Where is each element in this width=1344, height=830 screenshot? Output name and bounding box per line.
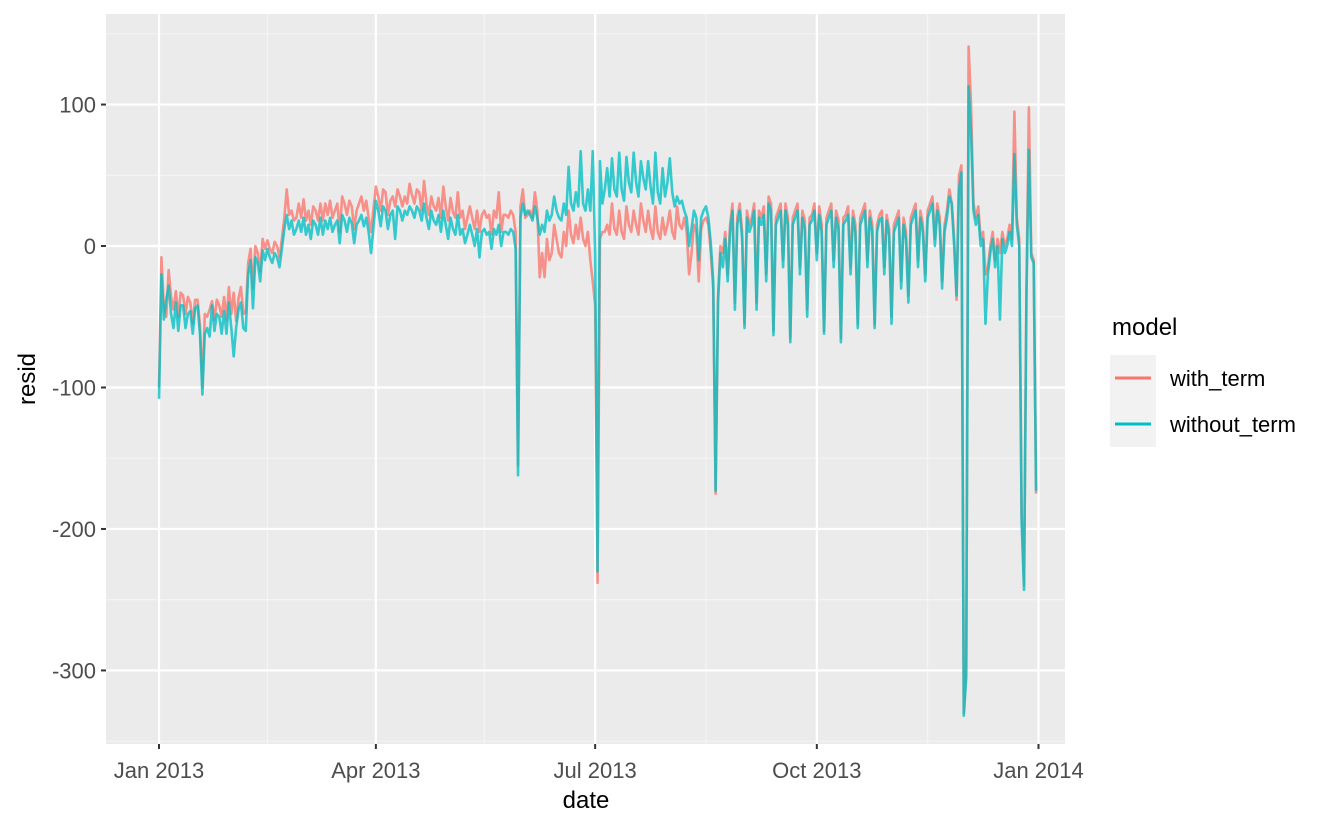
legend-title: model <box>1112 314 1177 341</box>
axis-tick-labels: 100 0 -100 -200 -300 Jan 2013 Apr 2013 Jul 2013… <box>52 93 1084 783</box>
y-axis-title: resid <box>14 353 41 405</box>
legend-label-with-term: with_term <box>1169 366 1265 391</box>
plot-panel <box>106 14 1065 744</box>
y-tick-label: 0 <box>84 234 96 259</box>
x-tick-label: Oct 2013 <box>772 758 861 783</box>
legend: model with_term without_term <box>1110 314 1296 447</box>
y-tick-label: 100 <box>59 93 96 118</box>
series-layer <box>157 45 1038 718</box>
legend-entry-without-term: without_term <box>1110 401 1296 447</box>
legend-label-without-term: without_term <box>1169 412 1296 437</box>
axis-ticks <box>101 103 1040 749</box>
y-tick-label: -200 <box>52 517 96 542</box>
legend-entry-with-term: with_term <box>1110 355 1265 401</box>
x-tick-label: Jan 2013 <box>114 758 205 783</box>
y-tick-label: -100 <box>52 375 96 400</box>
minor-gridlines <box>106 14 1065 744</box>
x-tick-label: Apr 2013 <box>331 758 420 783</box>
x-tick-label: Jul 2013 <box>554 758 637 783</box>
series-without-term <box>157 84 1038 718</box>
x-axis-title: date <box>563 787 610 814</box>
y-tick-label: -300 <box>52 658 96 683</box>
series-line-without-term <box>157 84 1038 718</box>
x-tick-label: Jan 2014 <box>993 758 1084 783</box>
